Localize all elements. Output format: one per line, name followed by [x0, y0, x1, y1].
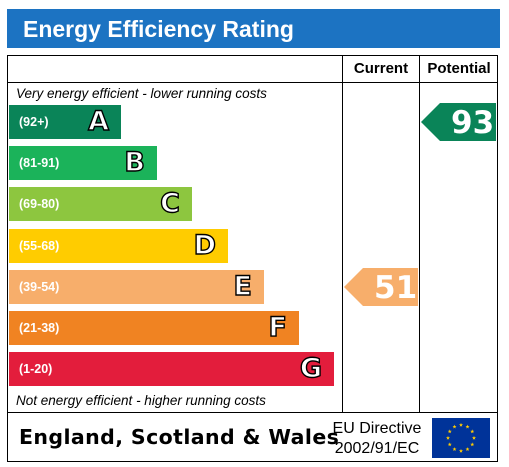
eu-flag-icon	[432, 418, 490, 458]
band-range-label: (21-38)	[19, 321, 60, 335]
eu-star-icon	[472, 435, 476, 440]
band-range-label: (39-54)	[19, 280, 60, 294]
footer-directive-line1: EU Directive	[332, 420, 422, 437]
footer-directive-line2: 2002/91/EC	[334, 440, 420, 457]
eu-star-icon	[452, 447, 457, 451]
band-g: (1-20) G	[9, 352, 334, 386]
eu-star-icon	[470, 429, 475, 434]
current-rating-value: 51	[374, 270, 418, 306]
eu-star-icon	[459, 422, 463, 427]
divider-potential	[419, 55, 420, 412]
band-letter-label: F	[268, 311, 288, 343]
divider-header-row	[7, 82, 498, 83]
potential-rating-value: 93	[451, 105, 495, 141]
band-range-label: (81-91)	[19, 156, 60, 170]
band-range-label: (69-80)	[19, 197, 60, 211]
eu-star-icon	[465, 424, 470, 429]
eu-star-icon	[459, 448, 463, 453]
divider-current	[342, 55, 343, 412]
note-bottom: Not energy efficient - higher running co…	[16, 393, 266, 408]
band-f: (21-38) F	[9, 311, 299, 345]
eu-star-icon	[452, 424, 457, 429]
band-c: (69-80) C	[9, 187, 192, 221]
eu-star-icon	[446, 435, 450, 440]
footer-country: England, Scotland & Wales	[19, 425, 340, 449]
page-title: Energy Efficiency Rating	[23, 16, 294, 42]
band-letter-label: C	[159, 187, 180, 219]
band-range-label: (1-20)	[19, 362, 53, 376]
current-arrow	[344, 268, 418, 306]
potential-arrow-shape	[421, 103, 496, 141]
band-range-label: (92+)	[19, 115, 49, 129]
band-a: (92+) A	[9, 105, 121, 139]
divider-footer-row	[7, 412, 498, 413]
column-header-potential: Potential	[427, 60, 491, 77]
current-arrow-shape	[344, 268, 418, 306]
potential-arrow	[421, 103, 496, 141]
eu-star-icon	[465, 447, 470, 451]
band-range-label: (55-68)	[19, 239, 60, 253]
band-letter-label: G	[299, 352, 323, 384]
band-letter-label: D	[193, 229, 217, 261]
band-letter-label: B	[124, 146, 146, 178]
band-d: (55-68) D	[9, 229, 228, 263]
band-e: (39-54) E	[9, 270, 264, 304]
eu-star-icon	[447, 442, 452, 447]
eu-star-icon	[447, 429, 452, 434]
eu-star-icon	[470, 442, 475, 447]
header-bar: Energy Efficiency Rating	[7, 9, 500, 48]
rating-frame	[7, 55, 498, 462]
column-header-current: Current	[353, 60, 409, 77]
band-b: (81-91) B	[9, 146, 157, 180]
note-top: Very energy efficient - lower running co…	[16, 86, 267, 101]
band-letter-label: E	[233, 270, 253, 302]
band-letter-label: A	[87, 105, 109, 137]
